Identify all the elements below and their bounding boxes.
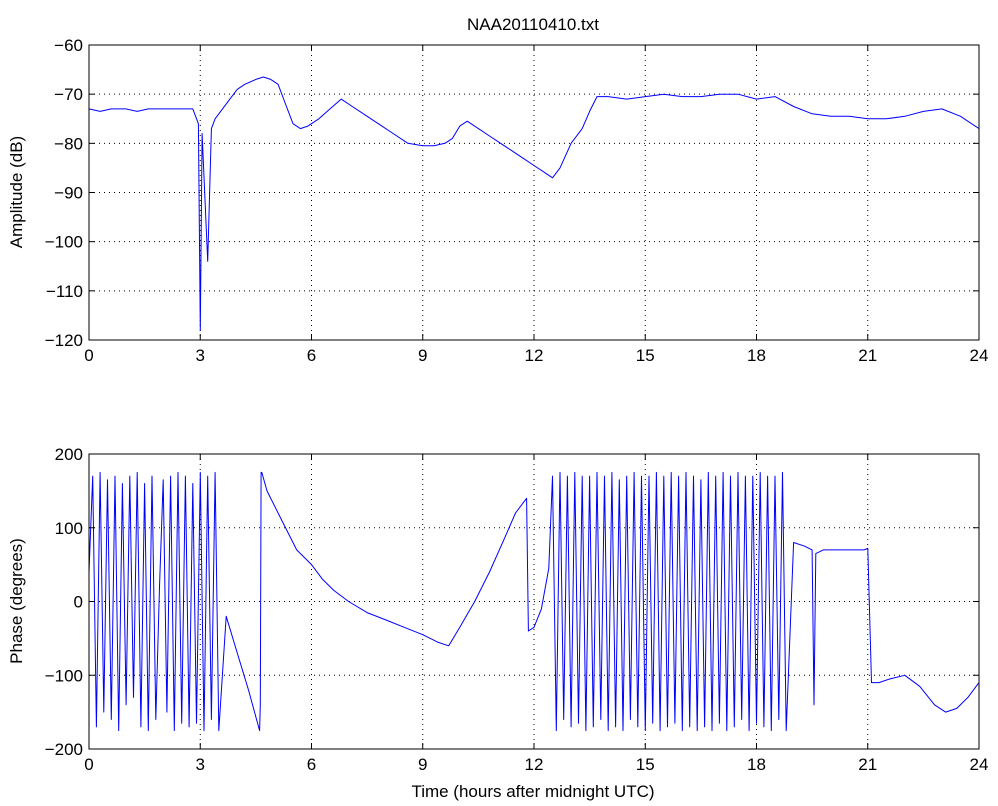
x-tick-label: 6 — [307, 346, 316, 365]
y-tick-label: −120 — [45, 331, 83, 350]
y-axis-label: Amplitude (dB) — [7, 136, 26, 248]
x-tick-label: 3 — [196, 755, 205, 774]
y-tick-label: −200 — [45, 740, 83, 759]
y-tick-label: 100 — [55, 519, 83, 538]
y-tick-label: −100 — [45, 233, 83, 252]
tick-group: 0 3 6 9 12 15 18 21 24 200 100 0 −100 −200 — [45, 445, 989, 774]
y-tick-label: −90 — [54, 184, 83, 203]
y-tick-label: −80 — [54, 134, 83, 153]
x-tick-label: 15 — [636, 755, 655, 774]
chart-title: NAA20110410.txt — [467, 15, 599, 34]
x-tick-label: 0 — [84, 346, 93, 365]
x-tick-label: 21 — [858, 346, 877, 365]
x-tick-label: 12 — [525, 755, 544, 774]
x-tick-label: 18 — [747, 755, 766, 774]
phase-chart: 0 3 6 9 12 15 18 21 24 200 100 0 −100 −200 Phase (deg… — [7, 445, 988, 801]
series-line — [88, 76, 980, 331]
y-tick-label: 200 — [55, 445, 83, 464]
series-group — [88, 471, 980, 732]
x-tick-label: 9 — [418, 755, 427, 774]
x-tick-label: 24 — [970, 755, 989, 774]
x-axis-label: Time (hours after midnight UTC) — [411, 782, 654, 801]
y-axis-label: Phase (degrees) — [7, 538, 26, 664]
tick-group: 0 3 6 9 12 15 18 21 24 −60 −70 −80 −90 −100 −110 −120 — [45, 36, 989, 365]
x-tick-label: 21 — [858, 755, 877, 774]
x-tick-label: 15 — [636, 346, 655, 365]
x-tick-label: 12 — [525, 346, 544, 365]
y-tick-label: 0 — [74, 593, 83, 612]
y-tick-label: −70 — [54, 85, 83, 104]
x-tick-label: 24 — [970, 346, 989, 365]
y-tick-label: −100 — [45, 666, 83, 685]
series-line — [88, 471, 980, 732]
x-tick-label: 9 — [418, 346, 427, 365]
x-tick-label: 6 — [307, 755, 316, 774]
y-tick-label: −60 — [54, 36, 83, 55]
y-tick-label: −110 — [46, 282, 83, 301]
x-tick-label: 0 — [84, 755, 93, 774]
x-tick-label: 18 — [747, 346, 766, 365]
x-tick-label: 3 — [196, 346, 205, 365]
series-group — [88, 76, 980, 331]
amplitude-chart: NAA20110410.txt 0 3 6 9 12 15 18 21 24 −60 −70 −80 −… — [7, 15, 988, 365]
